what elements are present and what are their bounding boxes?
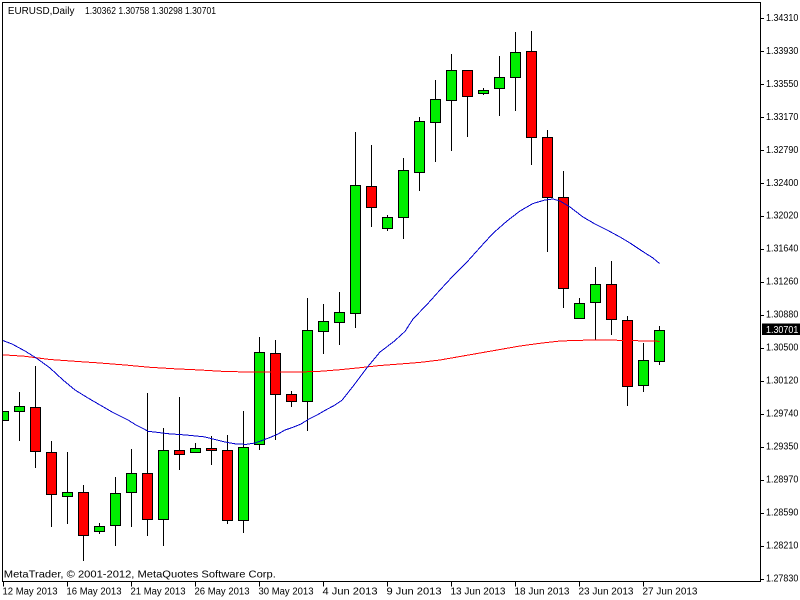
- svg-text:1.29740: 1.29740: [766, 409, 799, 420]
- svg-text:1.31260: 1.31260: [766, 277, 799, 288]
- svg-text:13 Jun 2013: 13 Jun 2013: [451, 586, 507, 597]
- svg-text:18 Jun 2013: 18 Jun 2013: [515, 586, 571, 597]
- svg-text:1.30500: 1.30500: [766, 343, 799, 354]
- svg-text:30 May 2013: 30 May 2013: [259, 586, 315, 597]
- svg-text:4 Jun 2013: 4 Jun 2013: [323, 586, 379, 597]
- svg-text:1.28590: 1.28590: [766, 508, 799, 519]
- svg-text:1.31640: 1.31640: [766, 244, 799, 255]
- svg-text:MetaTrader, © 2001-2012, MetaQ: MetaTrader, © 2001-2012, MetaQuotes Soft…: [4, 570, 276, 581]
- svg-text:26 May 2013: 26 May 2013: [195, 586, 251, 597]
- svg-text:1.32020: 1.32020: [766, 211, 799, 222]
- svg-text:1.32400: 1.32400: [766, 178, 799, 189]
- svg-text:21 May 2013: 21 May 2013: [131, 586, 187, 597]
- svg-text:1.32790: 1.32790: [766, 145, 799, 156]
- svg-text:1.28970: 1.28970: [766, 475, 799, 486]
- svg-text:27 Jun 2013: 27 Jun 2013: [643, 586, 699, 597]
- svg-text:12 May 2013: 12 May 2013: [3, 586, 59, 597]
- svg-text:1.30880: 1.30880: [766, 310, 799, 321]
- svg-text:1.34310: 1.34310: [766, 13, 799, 24]
- svg-text:1.27830: 1.27830: [766, 573, 799, 584]
- svg-text:EURUSD,Daily: EURUSD,Daily: [8, 6, 75, 17]
- svg-text:1.30701: 1.30701: [766, 325, 798, 336]
- svg-text:9 Jun 2013: 9 Jun 2013: [387, 586, 443, 597]
- svg-text:1.29350: 1.29350: [766, 442, 799, 453]
- svg-text:1.33930: 1.33930: [766, 46, 799, 57]
- svg-text:16 May 2013: 16 May 2013: [67, 586, 123, 597]
- svg-text:1.33550: 1.33550: [766, 79, 799, 90]
- svg-text:1.33170: 1.33170: [766, 112, 799, 123]
- svg-text:23 Jun 2013: 23 Jun 2013: [579, 586, 635, 597]
- svg-text:1.30120: 1.30120: [766, 376, 799, 387]
- svg-text:1.30362 1.30758 1.30298 1.3070: 1.30362 1.30758 1.30298 1.30701: [85, 6, 216, 17]
- svg-text:1.28210: 1.28210: [766, 540, 799, 551]
